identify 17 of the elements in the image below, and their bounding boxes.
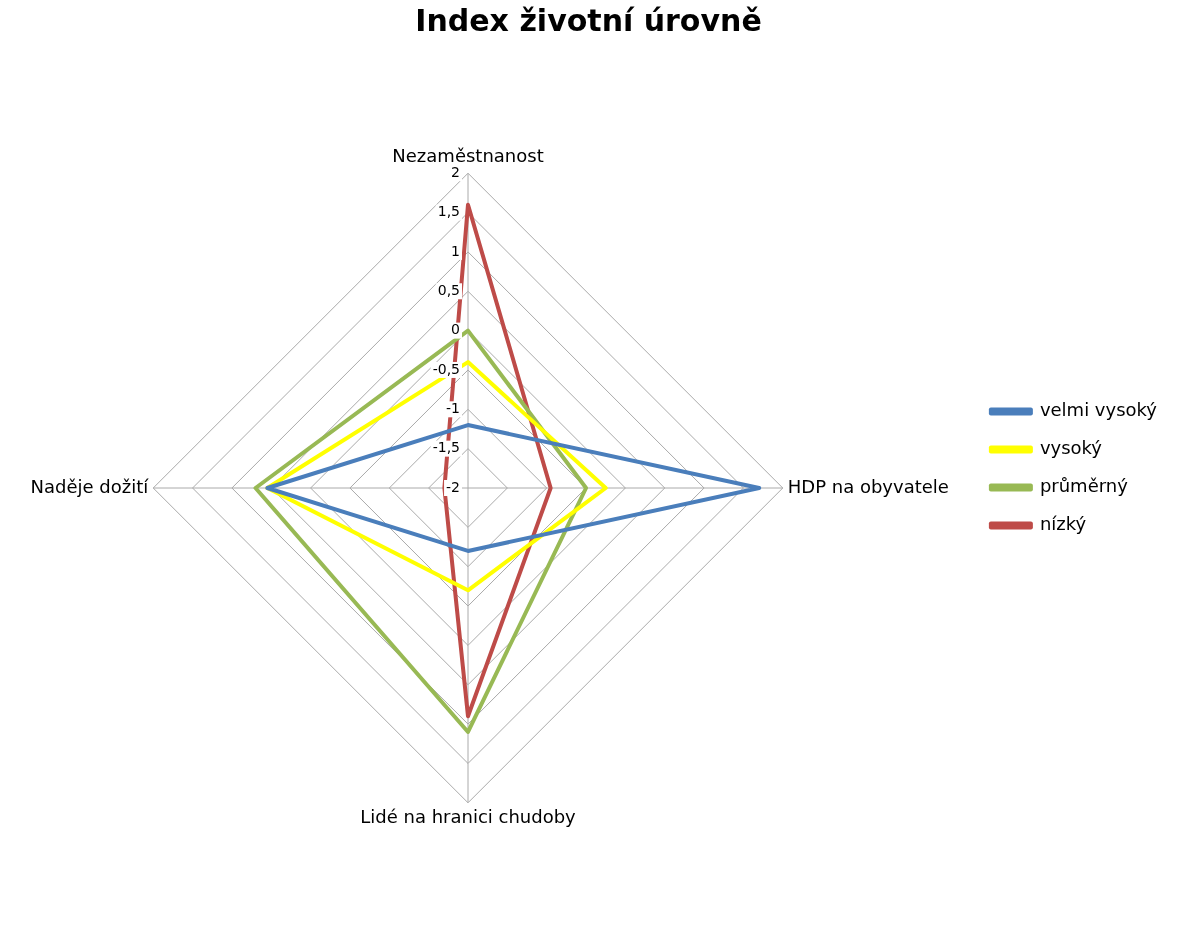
legend-label: velmi vysoký [1039, 399, 1158, 421]
y-tick-label: 0,5 [437, 281, 460, 298]
y-tick-label: -2 [446, 478, 460, 495]
y-tick-label: 1,5 [437, 203, 460, 220]
spoke-label: Naděje dožití [30, 475, 150, 497]
legend-label: vysoký [1039, 437, 1103, 459]
legend-label: průměrný [1039, 475, 1129, 497]
y-tick-label: 2 [451, 163, 460, 180]
legend-label: nízký [1039, 513, 1087, 535]
y-tick-label: 1 [451, 242, 460, 259]
y-tick-label: 0 [451, 321, 460, 338]
spoke-label: HDP na obyvatele [787, 475, 949, 497]
spoke-label: Lidé na hranici chudoby [360, 806, 577, 828]
y-tick-label: -1,5 [432, 439, 460, 456]
y-tick-label: -0,5 [432, 360, 460, 377]
y-tick-label: -1 [446, 399, 460, 416]
chart-title: Index životní úrovně [415, 2, 762, 38]
